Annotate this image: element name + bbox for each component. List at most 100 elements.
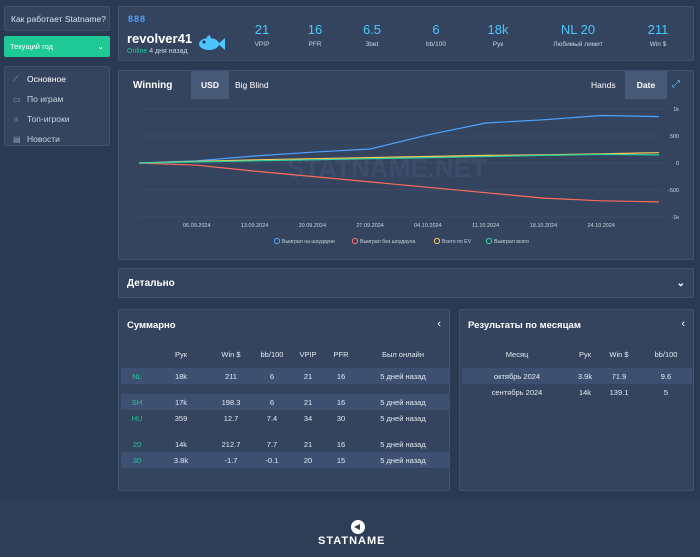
row-label[interactable]: NL: [121, 368, 153, 384]
period-select[interactable]: Текущий год ⌄: [4, 36, 110, 57]
tab-big-blind[interactable]: Big Blind: [235, 80, 269, 90]
stat-value: 21: [254, 22, 270, 37]
stat-label: PFR: [308, 41, 322, 48]
table-row[interactable]: NL 18k 211 6 21 16 5 дней назад: [121, 368, 449, 384]
how-it-works-link[interactable]: Как работает Statname?: [4, 6, 110, 31]
table-cell: 3.9k: [572, 368, 598, 384]
monthly-results-panel: Результаты по месяцам ‹ Месяц Рук Win $ …: [459, 309, 694, 491]
chevron-down-icon[interactable]: ⌄: [676, 277, 685, 289]
stat-label: bb/100: [426, 41, 446, 48]
row-label[interactable]: SH: [121, 394, 153, 410]
legend-label: Выиграл без шоудауна: [360, 239, 415, 245]
sidebar-item-top-players[interactable]: ♅ Топ-игроки: [5, 109, 109, 129]
table-cell: 5 дней назад: [380, 413, 426, 423]
legend-item[interactable]: Выиграл без шоудауна: [351, 237, 415, 245]
table-cell: 212.7: [221, 439, 241, 449]
column-header: bb/100: [260, 349, 284, 359]
sidebar-item-main[interactable]: ⟋ Основное: [5, 69, 109, 89]
x-tick-label: 04.10.2024: [414, 223, 442, 229]
legend-item[interactable]: Всего по EV: [433, 237, 472, 245]
table-cell: 198.3: [209, 394, 253, 410]
monthly-results-title: Результаты по месяцам: [468, 320, 581, 331]
player-status: Online 4 дня назад: [127, 48, 188, 55]
legend-marker: [485, 237, 493, 245]
stat-favorite-limit: NL 20 Любимый лимит: [541, 22, 615, 48]
group-spacer: [121, 426, 449, 436]
row-label[interactable]: 30: [121, 452, 153, 468]
table-cell: 3.8k: [153, 452, 209, 468]
sidebar-item-label: Новости: [27, 134, 60, 144]
table-cell: 6: [253, 394, 291, 410]
x-tick-label: 24.10.2024: [587, 223, 615, 229]
tab-usd[interactable]: USD: [191, 71, 229, 99]
table-cell: 71.9: [598, 368, 640, 384]
expand-icon[interactable]: ⤢: [672, 79, 680, 90]
stat-bb100: 6 bb/100: [419, 22, 453, 48]
stat-value: 211: [647, 22, 669, 37]
footer-logo: STATNAME: [318, 535, 386, 547]
detail-section[interactable]: Детально ⌄: [118, 268, 694, 298]
stat-value: 16: [307, 22, 323, 37]
table-cell: 16: [325, 394, 357, 410]
chevron-left-icon[interactable]: ‹: [437, 318, 441, 330]
period-select-label: Текущий год: [10, 42, 54, 51]
news-icon: ▤: [13, 134, 21, 144]
sidebar-item-label: По играм: [27, 94, 64, 104]
x-tick-label: 18.10.2024: [530, 223, 558, 229]
column-header: VPIP: [299, 349, 317, 359]
table-row[interactable]: HU 359 12.7 7.4 34 30 5 дней назад: [121, 410, 449, 426]
legend-marker: [351, 237, 359, 245]
how-it-works-label: Как работает Statname?: [11, 13, 106, 24]
sidebar-item-games[interactable]: ▭ По играм: [5, 89, 109, 109]
legend-item[interactable]: Выиграл всего: [485, 237, 529, 245]
legend-marker: [273, 237, 281, 245]
online-label: Online: [127, 48, 148, 55]
tab-date[interactable]: Date: [625, 71, 667, 99]
summary-table: Рук Win $ bb/100 VPIP PFR Был онлайн NL 1…: [121, 340, 449, 468]
group-spacer: [121, 384, 449, 394]
row-label[interactable]: HU: [131, 413, 143, 423]
sidebar-item-label: Основное: [27, 74, 66, 84]
tab-winning[interactable]: Winning: [133, 79, 173, 91]
series-line-1: [138, 162, 660, 203]
table-cell: 20: [291, 452, 325, 468]
legend-marker: [433, 237, 441, 245]
table-row[interactable]: октябрь 2024 3.9k 71.9 9.6: [462, 368, 692, 384]
table-cell: 16: [336, 439, 346, 449]
stat-3bet: 6.5 3bet: [357, 22, 387, 48]
y-tick-label: -1k: [671, 215, 679, 221]
stat-value: NL 20: [560, 22, 596, 37]
summary-title: Суммарно: [127, 320, 176, 331]
column-header: Win $: [609, 349, 629, 359]
sidebar-item-news[interactable]: ▤ Новости: [5, 129, 109, 149]
tab-hands[interactable]: Hands: [591, 80, 616, 90]
legend-item[interactable]: Выиграл на шоудауне: [273, 237, 335, 245]
trophy-icon: ♅: [13, 114, 19, 124]
x-tick-label: 13.09.2024: [241, 223, 269, 229]
table-cell: -0.1: [253, 452, 291, 468]
winnings-chart-panel: Winning USD Big Blind Hands Date ⤢ STATN…: [118, 70, 694, 260]
y-tick-label: 500: [670, 134, 679, 140]
table-cell: 5 дней назад: [357, 452, 449, 468]
stat-label: Любимый лимит: [553, 41, 603, 48]
last-seen: 4 дня назад: [149, 48, 188, 55]
stat-label: 3bet: [365, 41, 379, 48]
table-row[interactable]: 20 14k 212.7 7.7 21 16 5 дней назад: [121, 436, 449, 452]
table-row[interactable]: SH 17k 198.3 6 21 16 5 дней назад: [121, 394, 449, 410]
table-cell: 9.6: [640, 368, 692, 384]
chevron-left-icon[interactable]: ‹: [681, 318, 685, 330]
fish-icon: [199, 35, 225, 50]
table-row[interactable]: сентябрь 2024 14k 139.1 5: [462, 384, 692, 400]
player-name: revolver41: [127, 31, 193, 46]
table-cell: 7.7: [266, 439, 278, 449]
row-label[interactable]: 20: [132, 439, 142, 449]
legend-label: Всего по EV: [442, 239, 472, 245]
x-tick-label: 06.09.2024: [183, 223, 211, 229]
column-header: Рук: [578, 349, 592, 359]
table-row[interactable]: 30 3.8k -1.7 -0.1 20 15 5 дней назад: [121, 452, 449, 468]
spacer-cell: [121, 384, 449, 394]
column-header: Месяц: [505, 349, 529, 359]
series-line-3: [138, 153, 660, 164]
x-tick-label: 11.10.2024: [472, 223, 499, 229]
table-cell: 18k: [153, 368, 209, 384]
